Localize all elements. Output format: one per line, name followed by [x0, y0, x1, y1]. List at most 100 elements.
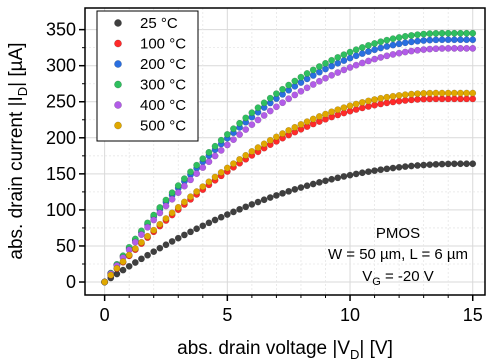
- data-point: [401, 96, 409, 104]
- data-point: [334, 59, 342, 67]
- data-point: [101, 278, 109, 286]
- annotation-geometry: W = 50 µm, L = 6 µm: [328, 246, 468, 263]
- y-tick-label: 100: [46, 200, 76, 220]
- data-point: [291, 185, 299, 193]
- data-point: [346, 48, 354, 56]
- data-point: [463, 89, 471, 97]
- data-point: [450, 89, 458, 97]
- data-point: [322, 59, 329, 67]
- data-point: [144, 251, 152, 259]
- data-point: [205, 178, 213, 186]
- data-point: [119, 266, 127, 274]
- data-point: [137, 231, 145, 239]
- data-point: [303, 70, 311, 77]
- data-point: [414, 46, 421, 54]
- data-point: [131, 259, 139, 266]
- series-4: [101, 44, 477, 286]
- data-point: [217, 169, 225, 176]
- data-point: [383, 93, 391, 101]
- data-point: [401, 91, 409, 99]
- data-point: [414, 31, 421, 39]
- data-point: [346, 102, 354, 110]
- data-point: [432, 160, 440, 168]
- data-point: [162, 215, 170, 222]
- data-point: [340, 66, 348, 74]
- data-point: [309, 115, 317, 123]
- data-point: [414, 90, 421, 98]
- data-point: [401, 39, 409, 47]
- data-point: [407, 96, 415, 104]
- data-point: [352, 61, 360, 69]
- x-axis-title: abs. drain voltage |VD| [V]: [177, 338, 393, 362]
- data-point: [174, 203, 182, 211]
- x-tick-label: 15: [463, 305, 483, 325]
- data-point: [248, 147, 256, 155]
- data-point: [322, 177, 329, 185]
- data-point: [272, 191, 280, 199]
- data-point: [180, 175, 188, 183]
- data-point: [193, 161, 201, 169]
- data-point: [426, 95, 434, 103]
- legend-label: 300 °C: [140, 77, 186, 94]
- data-point: [266, 136, 274, 144]
- data-point: [217, 213, 225, 221]
- data-point: [187, 193, 194, 201]
- data-point: [438, 95, 446, 103]
- data-point: [144, 232, 152, 240]
- data-point: [438, 160, 446, 168]
- data-point: [328, 71, 336, 79]
- data-point: [463, 95, 471, 103]
- data-point: [162, 241, 170, 249]
- data-point: [236, 155, 244, 163]
- data-point: [230, 125, 237, 133]
- data-point: [211, 216, 219, 224]
- data-point: [211, 152, 219, 160]
- data-point: [358, 50, 366, 58]
- data-point: [426, 36, 434, 44]
- data-point: [457, 95, 464, 103]
- data-point: [266, 107, 274, 115]
- data-point: [199, 183, 207, 191]
- data-point: [168, 209, 176, 217]
- x-tick-label: 10: [340, 305, 360, 325]
- data-point: [236, 205, 244, 213]
- data-point: [242, 151, 250, 159]
- data-point: [137, 255, 145, 263]
- data-point: [242, 126, 250, 133]
- data-point: [438, 89, 446, 97]
- data-point: [223, 141, 231, 149]
- data-point: [322, 74, 329, 82]
- data-point: [401, 32, 409, 40]
- data-point: [364, 41, 372, 49]
- data-point: [420, 95, 428, 103]
- data-point: [125, 251, 133, 259]
- data-point: [260, 140, 268, 148]
- data-point: [279, 189, 286, 197]
- data-point: [444, 29, 452, 37]
- data-point: [371, 96, 379, 104]
- data-point: [291, 77, 299, 85]
- data-point: [352, 52, 360, 60]
- data-point: [242, 203, 250, 211]
- data-point: [168, 189, 176, 197]
- data-point: [174, 189, 182, 197]
- data-point: [401, 163, 409, 171]
- annotation-gate-voltage: VG = -20 V: [362, 268, 434, 288]
- data-point: [469, 89, 477, 97]
- data-point: [358, 59, 366, 67]
- data-point: [426, 89, 434, 97]
- data-point: [150, 216, 158, 224]
- data-point: [285, 187, 293, 195]
- data-point: [450, 95, 458, 103]
- data-point: [346, 171, 354, 179]
- data-point: [156, 244, 164, 252]
- data-point: [358, 44, 366, 51]
- data-point: [285, 95, 293, 103]
- data-point: [230, 136, 237, 144]
- plot-frame: [84, 7, 486, 296]
- data-point: [469, 44, 477, 52]
- data-point: [291, 91, 299, 99]
- data-point: [364, 48, 372, 56]
- data-point: [180, 182, 188, 190]
